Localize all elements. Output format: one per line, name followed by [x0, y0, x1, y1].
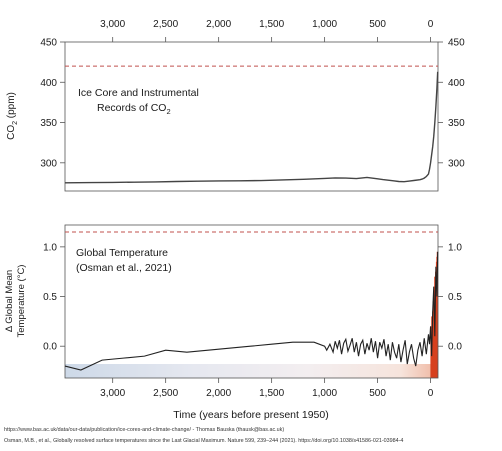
co2-y-tick-label-right: 400	[448, 78, 465, 89]
co2-y-axis: 300 300 350 350 400 400 450 450	[40, 38, 465, 170]
bottom-axis: 3,000 2,500 2,000 1,500 1,000 500 0	[100, 378, 434, 399]
temperature-y-tick-label-left: 0.0	[43, 342, 57, 353]
recent-warming-bar	[436, 251, 438, 378]
temperature-y-tick-label-right: 0.0	[448, 342, 462, 353]
temperature-series-line	[64, 251, 439, 371]
co2-y-tick-label-right: 450	[448, 38, 465, 49]
co2-series-line	[64, 71, 439, 184]
temperature-annotation-line2: (Osman et al., 2021)	[76, 262, 172, 274]
co2-y-tick-label-left: 400	[40, 78, 57, 89]
top-axis: 3,000 2,500 2,000 1,500 1,000 500 0	[100, 19, 434, 42]
top-axis-tick-label: 1,500	[259, 19, 284, 30]
footnote-source-url: https://www.bas.ac.uk/data/our-data/publ…	[4, 427, 285, 433]
bottom-axis-tick-label: 0	[428, 388, 434, 399]
top-axis-tick-label: 2,000	[206, 19, 231, 30]
co2-panel: 300 300 350 350 400 400 450 450 Ice Core and In…	[6, 38, 465, 192]
bottom-axis-tick-label: 2,500	[153, 388, 178, 399]
temperature-y-tick-label-left: 1.0	[43, 242, 57, 253]
top-axis-tick-label: 3,000	[100, 19, 125, 30]
co2-plot-frame	[64, 41, 439, 192]
co2-y-tick-label-right: 350	[448, 118, 465, 129]
co2-annotation-line1: Ice Core and Instrumental	[78, 87, 199, 99]
bottom-axis-tick-label: 1,000	[312, 388, 337, 399]
temperature-y-axis-label-line2: Temperature (°C)	[16, 265, 27, 338]
temperature-stripes	[65, 364, 438, 378]
top-axis-tick-label: 500	[369, 19, 386, 30]
temperature-y-tick-label-right: 1.0	[448, 242, 462, 253]
temperature-plot-frame	[64, 224, 439, 379]
top-axis-tick-label: 0	[428, 19, 434, 30]
bottom-axis-tick-label: 500	[369, 388, 386, 399]
bottom-axis-tick-label: 1,500	[259, 388, 284, 399]
co2-y-tick-label-left: 300	[40, 158, 57, 169]
co2-y-axis-label: CO2 (ppm)	[6, 92, 19, 140]
bottom-axis-tick-label: 2,000	[206, 388, 231, 399]
co2-y-tick-label-left: 450	[40, 38, 57, 49]
temperature-panel: 0.0 0.0 0.5 0.5 1.0 1.0 Global Temperature (O…	[4, 224, 462, 379]
temperature-y-axis-label-line1: Δ Global Mean	[4, 270, 15, 332]
temperature-annotation-line1: Global Temperature	[76, 247, 168, 259]
co2-annotation-line2: Records of CO2	[97, 102, 171, 116]
temperature-y-tick-label-right: 0.5	[448, 292, 462, 303]
bottom-axis-tick-label: 3,000	[100, 388, 125, 399]
co2-y-tick-label-left: 350	[40, 118, 57, 129]
top-axis-tick-label: 1,000	[312, 19, 337, 30]
temperature-y-tick-label-left: 0.5	[43, 292, 57, 303]
top-axis-tick-label: 2,500	[153, 19, 178, 30]
co2-y-tick-label-right: 300	[448, 158, 465, 169]
temperature-y-axis: 0.0 0.0 0.5 0.5 1.0 1.0	[43, 242, 462, 352]
x-axis-label: Time (years before present 1950)	[173, 409, 328, 421]
footnote-citation: Osman, M.B., et al., Globally resolved s…	[4, 438, 404, 444]
